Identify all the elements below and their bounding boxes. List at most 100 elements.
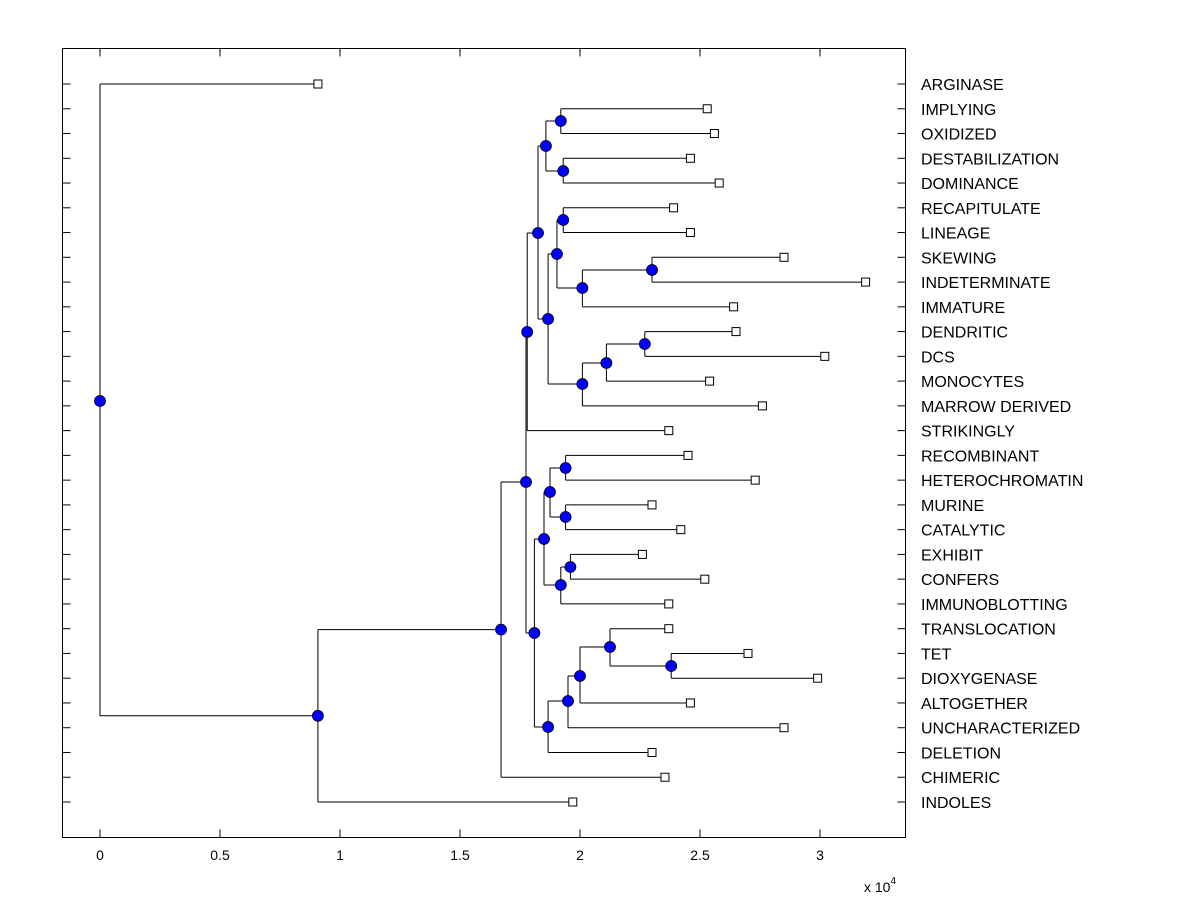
internal-node: [532, 227, 544, 239]
leaf-marker: [750, 475, 760, 485]
internal-node: [495, 623, 507, 636]
internal-node: [638, 338, 651, 350]
internal-nodes: [94, 115, 678, 733]
internal-node: [528, 627, 541, 639]
leaf-label: CATALYTIC: [921, 523, 1005, 540]
x-tick-label: 1: [336, 847, 344, 863]
x-multiplier-label: x 104: [864, 876, 896, 895]
leaf-label: HETEROCHROMATIN: [921, 473, 1083, 490]
leaf-label: MONOCYTES: [921, 374, 1024, 391]
leaf-label: DOMINANCE: [921, 176, 1019, 193]
x-tick-label: 0.5: [210, 847, 230, 863]
internal-node: [576, 282, 589, 294]
leaf-label: RECAPITULATE: [921, 201, 1041, 218]
leaf-marker: [820, 351, 830, 361]
leaf-marker: [669, 203, 679, 213]
leaf-label: DESTABILIZATION: [921, 151, 1059, 168]
leaf-marker: [779, 723, 789, 733]
leaf-marker: [647, 500, 657, 510]
leaf-label: STRIKINGLY: [921, 424, 1015, 441]
leaf-marker: [700, 574, 710, 584]
leaf-marker: [743, 648, 753, 658]
x-tick-label: 1.5: [450, 847, 470, 863]
leaf-marker: [683, 450, 693, 460]
leaf-marker: [637, 549, 647, 559]
internal-node: [520, 476, 532, 488]
leaf-marker: [731, 327, 741, 337]
leaf-label: ALTOGETHER: [921, 696, 1028, 713]
leaf-label: IMMATURE: [921, 300, 1005, 317]
internal-node: [551, 248, 563, 260]
internal-node: [564, 561, 577, 573]
leaf-marker: [729, 302, 739, 312]
x-tick-label: 2: [576, 847, 584, 863]
leaf-marker: [647, 747, 657, 757]
leaf-label: TET: [921, 646, 951, 663]
internal-node: [600, 357, 613, 369]
leaf-labels: ARGINASE IMPLYING OXIDIZED DESTABILIZATION D…: [921, 77, 1083, 812]
leaf-marker: [664, 426, 674, 436]
leaf-marker: [685, 153, 695, 163]
leaf-markers: [313, 79, 871, 807]
leaf-label: OXIDIZED: [921, 127, 997, 144]
leaf-label: DCS: [921, 349, 955, 366]
leaf-label: EXHIBIT: [921, 547, 983, 564]
leaf-marker: [676, 525, 686, 535]
plot-area-frame: [62, 48, 906, 838]
leaf-label: INDETERMINATE: [921, 275, 1050, 292]
leaf-marker: [660, 772, 670, 782]
leaf-marker: [714, 178, 724, 188]
leaf-marker: [709, 129, 719, 139]
x-tick-label: 0: [96, 847, 104, 863]
leaf-marker: [861, 277, 871, 287]
internal-node: [540, 140, 552, 152]
internal-node: [544, 486, 556, 498]
internal-node: [538, 533, 550, 545]
internal-node: [646, 264, 658, 276]
dendrogram-branches: [99, 83, 866, 803]
leaf-label: INDOLES: [921, 795, 991, 812]
internal-node: [604, 641, 616, 653]
leaf-label: CHIMERIC: [921, 770, 1000, 787]
leaf-label: UNCHARACTERIZED: [921, 721, 1080, 738]
internal-node: [576, 378, 589, 390]
internal-node: [574, 670, 586, 682]
internal-node: [542, 721, 554, 733]
x-tick-label: 3: [816, 847, 824, 863]
leaf-label: ARGINASE: [921, 77, 1004, 94]
internal-node: [554, 579, 567, 591]
internal-node: [542, 313, 554, 325]
internal-node: [557, 214, 570, 226]
leaf-marker: [705, 376, 715, 386]
leaf-label: DENDRITIC: [921, 325, 1008, 342]
internal-node: [521, 326, 534, 338]
leaf-label: MARROW DERIVED: [921, 399, 1071, 416]
leaf-label: IMPLYING: [921, 102, 996, 119]
y-axis-ticks: [62, 83, 906, 803]
x-multiplier-base: x 10: [864, 879, 891, 895]
leaf-marker: [702, 104, 712, 114]
leaf-label: SKEWING: [921, 250, 997, 267]
x-multiplier-exponent: 4: [890, 876, 896, 887]
x-tick-label: 2.5: [690, 847, 710, 863]
leaf-marker: [664, 624, 674, 634]
leaf-label: DELETION: [921, 745, 1001, 762]
leaf-marker: [685, 698, 695, 708]
internal-node: [562, 695, 574, 707]
leaf-marker: [757, 401, 767, 411]
leaf-label: LINEAGE: [921, 226, 990, 243]
internal-node: [554, 115, 567, 127]
leaf-label: CONFERS: [921, 572, 999, 589]
internal-node: [559, 462, 572, 474]
x-axis-ticks: 0 0.5 1 1.5 2 2.5 3: [96, 48, 824, 863]
leaf-marker: [664, 599, 674, 609]
internal-node: [665, 660, 678, 672]
leaf-marker: [313, 79, 323, 89]
leaf-marker: [813, 673, 823, 683]
leaf-label: MURINE: [921, 498, 984, 515]
leaf-marker: [779, 252, 789, 262]
internal-node: [559, 511, 572, 523]
leaf-label: DIOXYGENASE: [921, 671, 1037, 688]
leaf-label: IMMUNOBLOTTING: [921, 597, 1068, 614]
leaf-marker: [568, 797, 578, 807]
